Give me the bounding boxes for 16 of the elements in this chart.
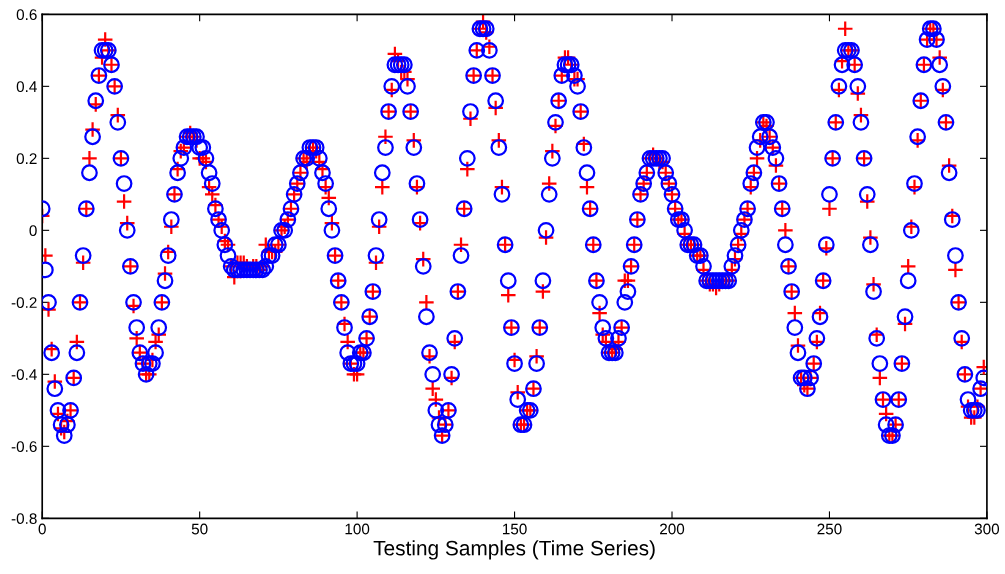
x-axis-title: Testing Samples (Time Series) xyxy=(373,540,655,560)
x-tick-label: 250 xyxy=(817,523,842,535)
y-tick-label: -0.6 xyxy=(11,441,37,453)
y-tick-label: 0.6 xyxy=(16,9,37,21)
x-tick-label: 300 xyxy=(974,523,1000,535)
x-tick-label: 0 xyxy=(38,523,46,535)
y-tick-label: -0.4 xyxy=(11,369,37,381)
y-tick-label: 0.4 xyxy=(16,81,37,93)
y-tick-label: -0.8 xyxy=(11,513,37,525)
x-tick-label: 100 xyxy=(345,523,370,535)
y-tick-label: 0 xyxy=(29,225,37,237)
x-tick-label: 150 xyxy=(502,523,527,535)
x-tick-label: 200 xyxy=(660,523,685,535)
y-tick-label: 0.2 xyxy=(16,153,37,165)
x-tick-label: 50 xyxy=(191,523,208,535)
y-tick-label: -0.2 xyxy=(11,297,37,309)
